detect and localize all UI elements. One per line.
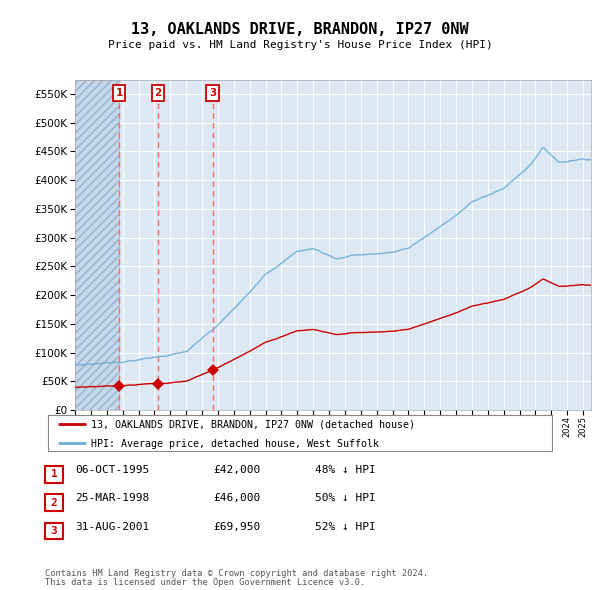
Bar [75, 80, 119, 410]
Text: 52% ↓ HPI: 52% ↓ HPI [315, 522, 376, 532]
Text: 25-MAR-1998: 25-MAR-1998 [75, 493, 149, 503]
Text: 1: 1 [115, 88, 122, 98]
Text: £42,000: £42,000 [213, 465, 260, 475]
Text: 31-AUG-2001: 31-AUG-2001 [75, 522, 149, 532]
Text: 2: 2 [50, 498, 58, 507]
Text: 13, OAKLANDS DRIVE, BRANDON, IP27 0NW (detached house): 13, OAKLANDS DRIVE, BRANDON, IP27 0NW (d… [91, 419, 415, 430]
Text: 2: 2 [154, 88, 161, 98]
Text: 13, OAKLANDS DRIVE, BRANDON, IP27 0NW: 13, OAKLANDS DRIVE, BRANDON, IP27 0NW [131, 22, 469, 37]
Text: HPI: Average price, detached house, West Suffolk: HPI: Average price, detached house, West… [91, 439, 379, 448]
Text: 3: 3 [50, 526, 58, 536]
Text: 1: 1 [50, 470, 58, 479]
Text: 06-OCT-1995: 06-OCT-1995 [75, 465, 149, 475]
Text: 3: 3 [209, 88, 216, 98]
Text: 48% ↓ HPI: 48% ↓ HPI [315, 465, 376, 475]
Text: £46,000: £46,000 [213, 493, 260, 503]
Text: 50% ↓ HPI: 50% ↓ HPI [315, 493, 376, 503]
Text: Price paid vs. HM Land Registry's House Price Index (HPI): Price paid vs. HM Land Registry's House … [107, 41, 493, 50]
Text: £69,950: £69,950 [213, 522, 260, 532]
Text: This data is licensed under the Open Government Licence v3.0.: This data is licensed under the Open Gov… [45, 578, 365, 588]
Text: Contains HM Land Registry data © Crown copyright and database right 2024.: Contains HM Land Registry data © Crown c… [45, 569, 428, 578]
